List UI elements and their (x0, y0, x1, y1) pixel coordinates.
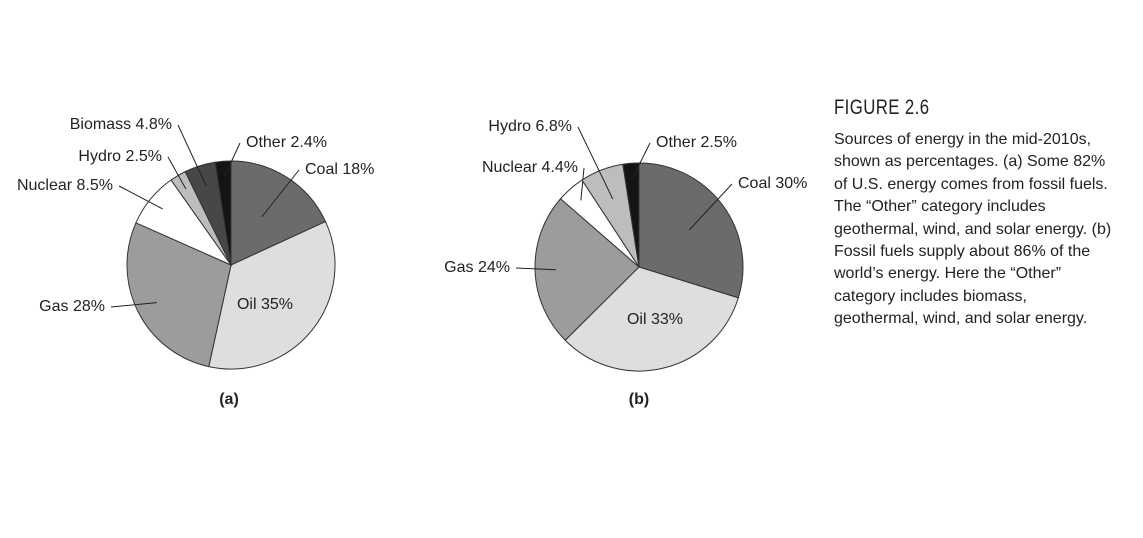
value-label: 4.8% (136, 116, 172, 133)
leader-line (577, 126, 614, 200)
value-label: 28% (73, 298, 105, 315)
leader-line (223, 142, 241, 178)
slice-label: Oil 33% (627, 311, 683, 328)
category-label: Biomass (70, 116, 131, 133)
leader-line (167, 156, 187, 190)
value-label: 30% (775, 175, 807, 192)
category-label: Nuclear (17, 177, 73, 194)
figure-caption: Sources of energy in the mid-2010s, show… (834, 131, 1112, 328)
slice-label: Biomass 4.8% (70, 116, 172, 133)
value-label: 33% (651, 311, 683, 328)
category-label: Hydro (78, 148, 121, 165)
value-label: 6.8% (536, 118, 572, 135)
category-label: Hydro (488, 118, 531, 135)
slice-label: Gas 28% (39, 298, 105, 315)
value-label: 2.4% (290, 134, 326, 151)
pie-slice (214, 160, 232, 266)
category-label: Coal (738, 175, 771, 192)
category-label: Oil (237, 296, 257, 313)
slice-label: Nuclear 8.5% (17, 177, 113, 194)
value-label: 18% (342, 161, 374, 178)
category-label: Other (656, 134, 697, 151)
pie-slice (622, 162, 640, 268)
leader-line (688, 183, 733, 231)
leader-line (631, 142, 651, 180)
category-label: Oil (627, 311, 647, 328)
leader-line (261, 169, 300, 218)
leader-line (580, 167, 585, 201)
category-label: Nuclear (482, 159, 538, 176)
chart-title: (b) (629, 391, 649, 408)
slice-label: Nuclear 4.4% (482, 159, 578, 176)
slice-label: Other 2.5% (656, 134, 737, 151)
pie-slice (126, 222, 232, 368)
value-label: 2.5% (126, 148, 162, 165)
leader-line (515, 267, 556, 271)
pie-slice (534, 198, 640, 341)
chart-title: (a) (219, 391, 239, 408)
category-label: Other (246, 134, 287, 151)
leader-line (118, 185, 163, 210)
slice-label: Other 2.4% (246, 134, 327, 151)
value-label: 24% (478, 259, 510, 276)
slice-label: Hydro 2.5% (78, 148, 162, 165)
pie-slice (564, 266, 739, 372)
value-label: 35% (261, 296, 293, 313)
slice-label: Hydro 6.8% (488, 118, 572, 135)
slice-label: Coal 18% (305, 161, 374, 178)
pie-slice (208, 220, 336, 370)
category-label: Coal (305, 161, 338, 178)
slice-label: Gas 24% (444, 259, 510, 276)
slice-label: Oil 35% (237, 296, 293, 313)
pie-slice (638, 162, 744, 299)
leader-line (110, 302, 157, 308)
pie-slice (230, 160, 327, 266)
category-label: Gas (39, 298, 68, 315)
value-label: 4.4% (542, 159, 578, 176)
figure-label: FIGURE 2.6 (834, 96, 930, 119)
value-label: 2.5% (700, 134, 736, 151)
leader-line (177, 124, 207, 186)
category-label: Gas (444, 259, 473, 276)
value-label: 8.5% (77, 177, 113, 194)
slice-label: Coal 30% (738, 175, 807, 192)
